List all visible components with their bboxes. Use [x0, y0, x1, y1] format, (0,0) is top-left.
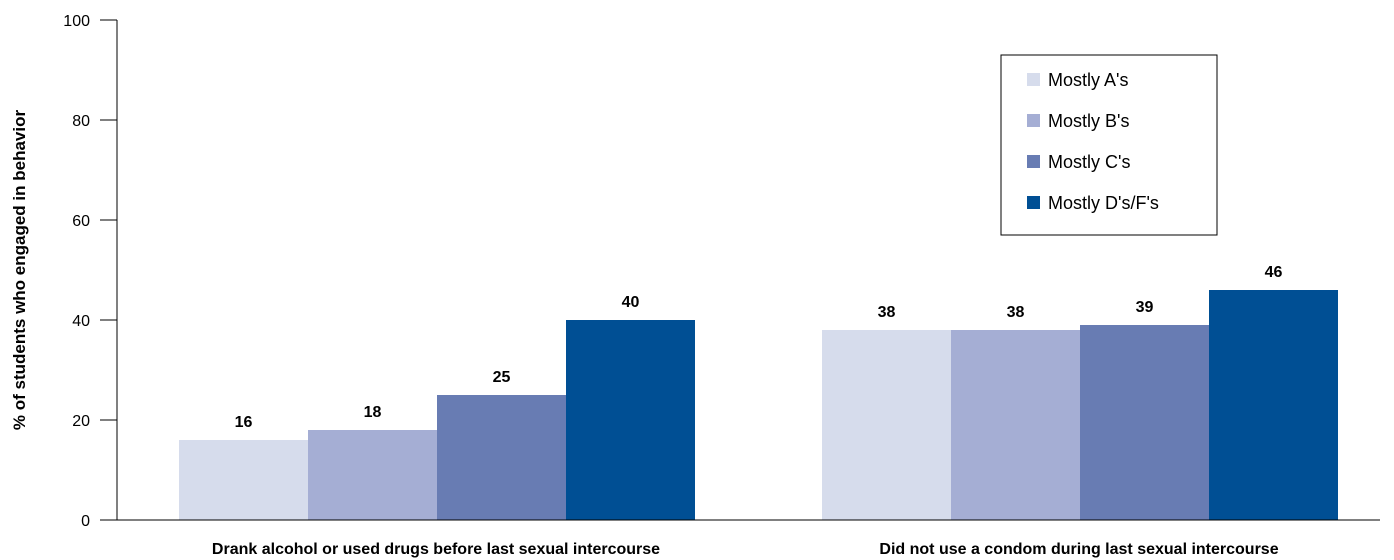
- category-label-1: Did not use a condom during last sexual …: [879, 541, 1278, 558]
- y-axis-label: % of students who engaged in behavior: [10, 110, 29, 431]
- bar-1-1: [951, 330, 1080, 520]
- value-label-0-0: 16: [235, 414, 253, 431]
- legend-label-2: Mostly C's: [1048, 152, 1130, 172]
- legend-label-3: Mostly D's/F's: [1048, 193, 1159, 213]
- bar-0-3: [566, 320, 695, 520]
- y-ticks-group: 0 20 40 60 80 100: [63, 13, 117, 530]
- legend-label-1: Mostly B's: [1048, 111, 1129, 131]
- value-label-0-1: 18: [364, 404, 382, 421]
- value-label-0-2: 25: [493, 369, 511, 386]
- legend-swatch-0: [1027, 73, 1040, 86]
- y-tick-label-3: 60: [72, 213, 90, 230]
- legend-swatch-1: [1027, 114, 1040, 127]
- y-tick-label-0: 0: [81, 513, 90, 530]
- bar-1-2: [1080, 325, 1209, 520]
- value-label-0-3: 40: [622, 294, 640, 311]
- bar-0-0: [179, 440, 308, 520]
- bar-0-2: [437, 395, 566, 520]
- y-tick-label-2: 40: [72, 313, 90, 330]
- value-label-1-1: 38: [1007, 304, 1025, 321]
- value-label-1-2: 39: [1136, 299, 1154, 316]
- bar-1-0: [822, 330, 951, 520]
- y-tick-label-5: 100: [63, 13, 90, 30]
- bar-0-1: [308, 430, 437, 520]
- value-label-1-3: 46: [1265, 264, 1283, 281]
- legend-label-0: Mostly A's: [1048, 70, 1128, 90]
- bars-group: [179, 290, 1338, 520]
- legend-swatch-3: [1027, 196, 1040, 209]
- legend: Mostly A's Mostly B's Mostly C's Mostly …: [1001, 55, 1217, 235]
- category-label-0: Drank alcohol or used drugs before last …: [212, 541, 660, 558]
- y-tick-label-4: 80: [72, 113, 90, 130]
- value-label-1-0: 38: [878, 304, 896, 321]
- bar-1-3: [1209, 290, 1338, 520]
- y-tick-label-1: 20: [72, 413, 90, 430]
- legend-swatch-2: [1027, 155, 1040, 168]
